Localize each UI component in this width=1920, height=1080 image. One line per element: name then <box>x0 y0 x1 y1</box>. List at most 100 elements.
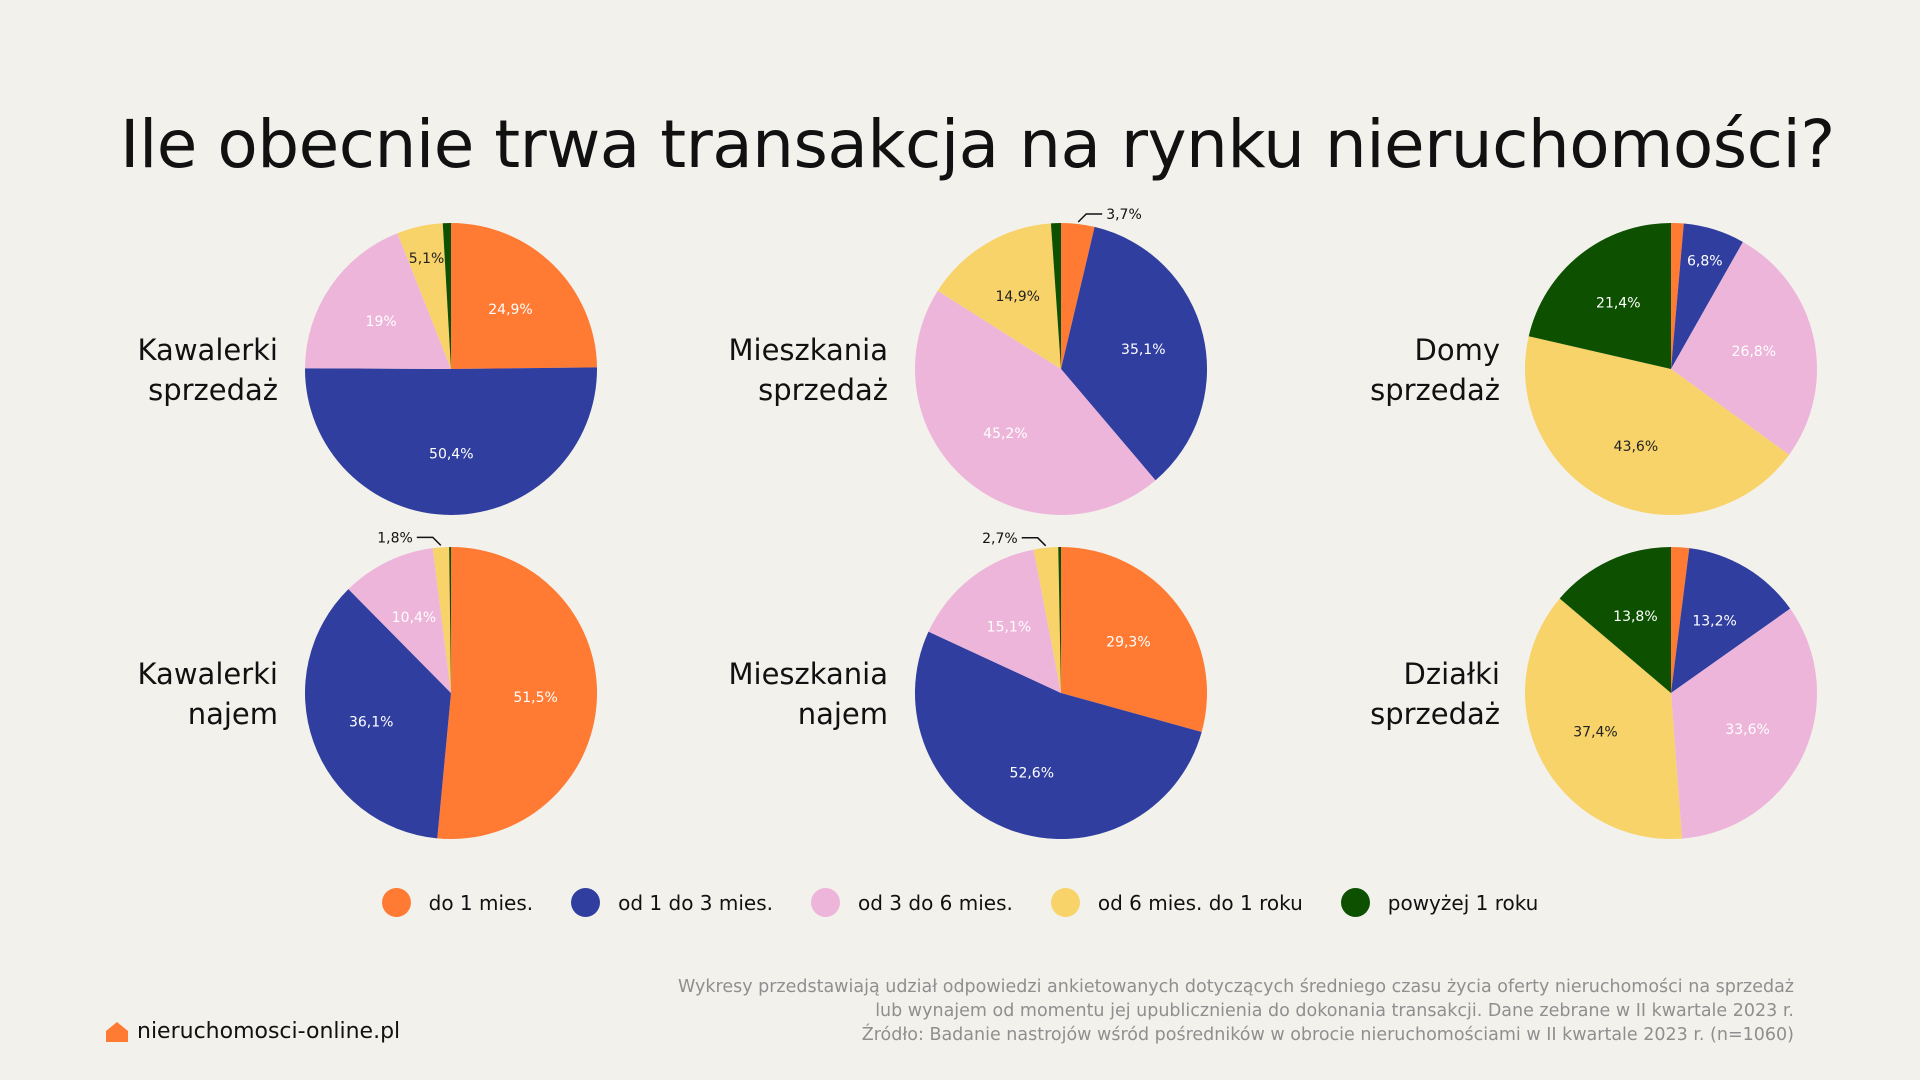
pie-data-label: 52,6% <box>1010 766 1054 782</box>
pie-slice <box>451 223 597 369</box>
pie-slice <box>432 547 451 693</box>
pie-slice <box>1050 223 1061 369</box>
footnote-line: Źródło: Badanie nastrojów wśród pośredni… <box>861 1025 1794 1045</box>
pie-slice <box>1528 223 1671 369</box>
pie-slice <box>915 290 1156 516</box>
chart-label-line: Kawalerki <box>137 657 278 691</box>
legend-label: od 1 do 3 mies. <box>618 890 773 915</box>
pie-slice <box>1061 547 1207 732</box>
legend-item-od-6-mies-do-1-roku: od 6 mies. do 1 roku <box>1050 888 1303 917</box>
pie-slice <box>914 631 1202 840</box>
pie-data-label: 51,5% <box>513 690 557 706</box>
chart-label-line: najem <box>187 697 278 731</box>
chart-label-line: sprzedaż <box>1370 697 1500 731</box>
pie-data-label: 3,7% <box>1106 207 1142 223</box>
leader-line <box>416 536 442 546</box>
pie-data-label: 15,1% <box>987 619 1031 635</box>
legend-swatch <box>571 888 601 917</box>
legend-swatch <box>811 888 840 917</box>
pie-slice <box>928 549 1061 693</box>
legend-label: powyżej 1 roku <box>1387 890 1539 915</box>
legend-swatch <box>381 888 411 917</box>
chart-label-line: sprzedaż <box>148 373 278 407</box>
legend-label: od 6 mies. do 1 roku <box>1097 890 1303 915</box>
chart-label-line: sprzedaż <box>1370 373 1500 407</box>
pie-slice <box>437 547 598 840</box>
chart-label-dzialki-sprzedaz: Działki sprzedaż <box>1200 654 1500 734</box>
legend-label: od 3 do 6 mies. <box>858 890 1013 915</box>
legend-item-do-1-mies: do 1 mies. <box>381 888 534 917</box>
pie-slice <box>305 233 451 369</box>
pie-chart-5: 13,2% 33,6% 37,4% 13,8% <box>1524 547 1818 840</box>
footnote-line: lub wynajem od momentu jej upublicznieni… <box>875 1001 1794 1021</box>
pie-slice <box>1058 547 1061 693</box>
chart-label-line: Mieszkania <box>728 657 888 691</box>
footnote: Wykresy przedstawiają udział odpowiedzi … <box>678 975 1794 1047</box>
legend-item-powyzej-1-roku: powyżej 1 roku <box>1340 888 1539 917</box>
pie-data-label: 13,2% <box>1692 613 1736 629</box>
pie-data-label: 14,9% <box>995 289 1039 305</box>
chart-label-line: sprzedaż <box>758 373 888 407</box>
legend-item-od-3-do-6-mies: od 3 do 6 mies. <box>811 888 1013 917</box>
pie-data-label: 2,7% <box>982 531 1018 547</box>
chart-label-mieszkania-najem: Mieszkania najem <box>588 654 888 734</box>
pie-data-label: 21,4% <box>1596 296 1640 312</box>
pie-data-label: 45,2% <box>983 426 1027 442</box>
page-title: Ile obecnie trwa transakcja na rynku nie… <box>120 106 1835 183</box>
pie-data-label: 13,8% <box>1613 609 1657 625</box>
pie-data-label: 37,4% <box>1573 724 1617 740</box>
pie-slice <box>1671 241 1818 455</box>
chart-label-line: Działki <box>1403 657 1500 691</box>
pie-chart-2: 6,8% 26,8% 43,6% 21,4% <box>1524 222 1818 516</box>
pie-data-label: 36,1% <box>349 714 393 730</box>
legend: do 1 mies. od 1 do 3 mies. od 3 do 6 mie… <box>0 888 1920 917</box>
leader-line <box>1077 213 1103 223</box>
pie-data-label: 43,6% <box>1614 439 1658 455</box>
chart-label-kawalerki-sprzedaz: Kawalerki sprzedaż <box>0 330 278 410</box>
pie-data-label: 50,4% <box>429 447 473 463</box>
pie-data-label: 19% <box>366 314 397 330</box>
pie-chart-3: 51,5% 36,1% 10,4% 1,8% <box>305 530 598 840</box>
pie-slice <box>1671 548 1791 693</box>
pie-slice <box>1524 598 1682 840</box>
pie-slice <box>937 223 1061 369</box>
brand-logo[interactable]: nieruchomosci-online.pl <box>105 1019 400 1044</box>
pie-data-label: 24,9% <box>488 302 532 318</box>
pie-data-label: 26,8% <box>1732 344 1776 360</box>
pie-slice <box>1671 608 1818 839</box>
chart-label-line: Domy <box>1414 333 1501 367</box>
pie-slice <box>304 367 597 515</box>
pie-chart-0: 24,9% 50,4% 19% 5,1% <box>304 223 597 515</box>
legend-item-od-1-do-3-mies: od 1 do 3 mies. <box>571 888 773 917</box>
chart-label-line: najem <box>797 697 888 731</box>
pie-chart-4: 29,3% 52,6% 15,1% 2,7% <box>914 531 1207 840</box>
pie-slice <box>1671 223 1743 369</box>
pie-slice <box>348 548 451 693</box>
pie-slice <box>442 223 451 369</box>
pie-data-label: 35,1% <box>1121 342 1165 358</box>
legend-label: do 1 mies. <box>428 890 534 915</box>
pie-slice <box>1559 547 1671 693</box>
pie-slice <box>1671 222 1684 369</box>
chart-label-line: Kawalerki <box>137 333 278 367</box>
pie-slice <box>1671 547 1690 693</box>
pie-data-label: 5,1% <box>409 251 445 267</box>
pie-data-label: 10,4% <box>392 610 436 626</box>
chart-label-kawalerki-najem: Kawalerki najem <box>0 654 278 734</box>
pie-slice <box>1061 223 1095 369</box>
chart-label-mieszkania-sprzedaz: Mieszkania sprzedaż <box>588 330 888 410</box>
pie-slice <box>449 547 451 693</box>
footnote-line: Wykresy przedstawiają udział odpowiedzi … <box>678 977 1794 997</box>
brand-name: nieruchomosci-online.pl <box>137 1019 401 1044</box>
pie-chart-1: 3,7% 35,1% 45,2% 14,9% <box>915 207 1208 516</box>
house-icon <box>106 1021 128 1042</box>
pie-slice <box>305 589 451 839</box>
chart-label-domy-sprzedaz: Domy sprzedaż <box>1200 330 1500 410</box>
legend-swatch <box>1340 888 1370 917</box>
leader-line <box>1021 537 1047 547</box>
pie-slice <box>1033 547 1061 693</box>
pie-slice <box>1524 336 1790 516</box>
legend-swatch <box>1050 888 1080 917</box>
chart-label-line: Mieszkania <box>728 333 888 367</box>
